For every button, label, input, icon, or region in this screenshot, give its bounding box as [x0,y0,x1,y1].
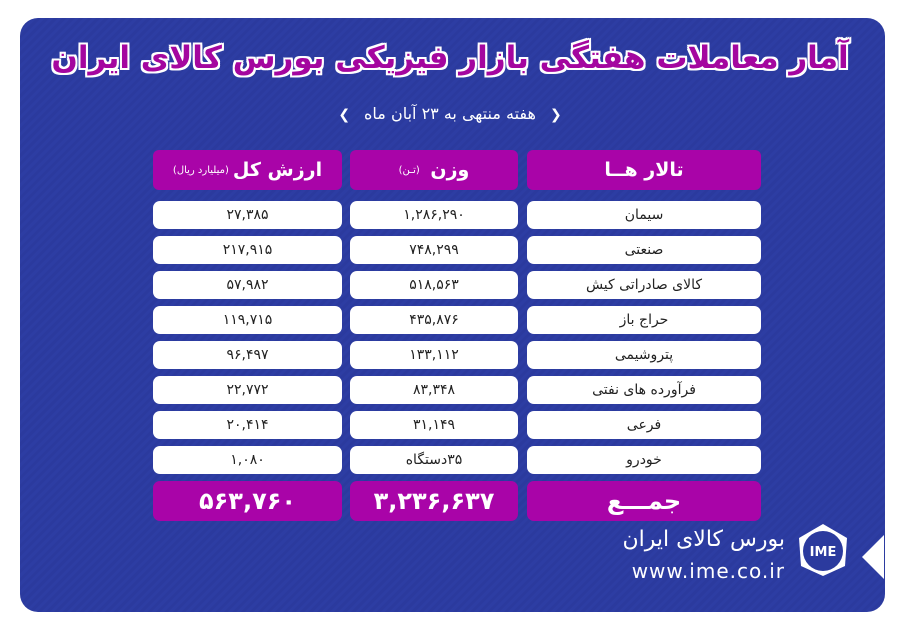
header-value-unit: (میلیارد ریال) [172,164,229,176]
table-cell-weight: ۱۳۳,۱۱۲ [350,341,518,369]
table-cell-weight: ۸۳,۳۴۸ [350,376,518,404]
table-cell-value: ۱۱۹,۷۱۵ [153,306,342,334]
header-value-label: ارزش کل [232,159,323,181]
header-weight-label: وزن [430,159,470,181]
chevron-left-icon: ❮ [549,107,562,123]
table-cell-weight: ۷۴۸,۲۹۹ [350,236,518,264]
ime-logo-icon: IME [799,524,847,576]
table-cell-value: ۲۷,۳۸۵ [153,201,342,229]
chevron-right-icon: ❯ [338,107,351,123]
subtitle-text: هفته منتهی به ۲۳ آبان ماه [364,104,536,123]
table-cell-value: ۲۰,۴۱۴ [153,411,342,439]
table-cell-hall: خودرو [527,446,761,474]
panel-notch [862,535,884,579]
table-cell-weight: ۳۱,۱۴۹ [350,411,518,439]
page-title: آمار معاملات هفتگی بازار فیزیکی بورس کال… [51,40,849,76]
header-value: ارزش کل (میلیارد ریال) [153,150,342,190]
table-cell-weight: ۳۵دستگاه [350,446,518,474]
header-hall-label: تالار هــا [604,159,684,181]
table-cell-hall: فرعی [527,411,761,439]
table-cell-value: ۲۱۷,۹۱۵ [153,236,342,264]
table-cell-hall: کالای صادراتی کیش [527,271,761,299]
table-cell-value: ۵۷,۹۸۲ [153,271,342,299]
website-link[interactable]: www.ime.co.ir [631,559,785,583]
table-cell-hall: صنعتی [527,236,761,264]
total-weight: ۳,۲۳۶,۶۳۷ [350,481,518,521]
table-cell-hall: حراج باز [527,306,761,334]
table-cell-hall: سیمان [527,201,761,229]
table-cell-hall: پتروشیمی [527,341,761,369]
table-cell-value: ۹۶,۴۹۷ [153,341,342,369]
total-value: ۵۶۳,۷۶۰ [153,481,342,521]
total-label: جمـــع [527,481,761,521]
header-hall: تالار هــا [527,150,761,190]
brand-name: بورس کالای ایران [622,527,785,552]
header-weight: وزن (تـن) [350,150,518,190]
table-cell-value: ۲۲,۷۷۲ [153,376,342,404]
table-cell-weight: ۵۱۸,۵۶۳ [350,271,518,299]
table-cell-value: ۱,۰۸۰ [153,446,342,474]
subtitle: ❮ هفته منتهی به ۲۳ آبان ماه ❯ [0,103,900,126]
table-cell-hall: فرآورده های نفتی [527,376,761,404]
header-weight-unit: (تـن) [398,164,420,176]
table-cell-weight: ۴۳۵,۸۷۶ [350,306,518,334]
table-cell-weight: ۱,۲۸۶,۲۹۰ [350,201,518,229]
logo-text: IME [810,545,837,560]
